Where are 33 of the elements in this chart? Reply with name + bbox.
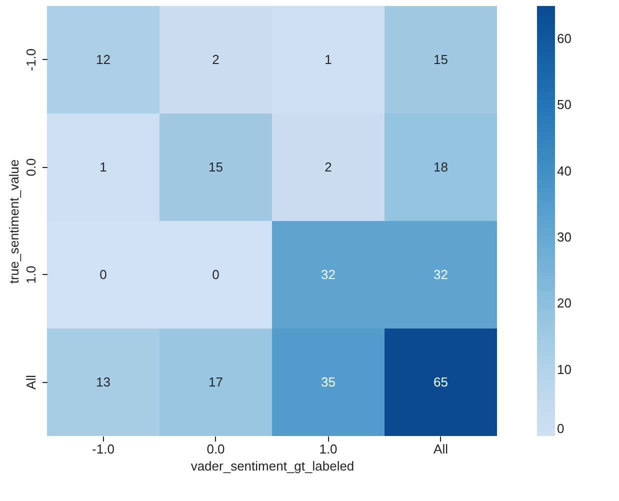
y-tick-label: -1.0 (24, 48, 38, 71)
data-label: 15 (434, 52, 448, 67)
data-label: 32 (434, 266, 448, 282)
color-bar-label: 60 (557, 31, 572, 46)
x-tick-label: All (434, 442, 448, 456)
data-label: 2 (212, 52, 220, 67)
data-label: 35 (321, 374, 336, 390)
y-tick-label: 1.0 (24, 266, 38, 284)
color-bar-label: 0 (557, 421, 564, 436)
data-label: 12 (96, 52, 110, 67)
color-bar-label: 50 (557, 97, 572, 112)
data-label: 0 (212, 266, 220, 282)
data-label: 17 (208, 374, 223, 390)
x-tick-label: -1.0 (92, 442, 114, 456)
data-label: 0 (100, 266, 107, 282)
x-tick-label: 0.0 (206, 442, 225, 456)
color-bar-label: 40 (557, 163, 572, 178)
data-label: 13 (96, 374, 110, 390)
color-bar-label: 10 (557, 362, 572, 377)
y-tick-label: All (24, 374, 38, 390)
color-bar-label: 20 (557, 296, 572, 311)
y-axis-title: true_sentiment_value (6, 159, 22, 284)
data-label: 1 (100, 159, 107, 174)
x-tick-label: 1.0 (319, 442, 338, 456)
y-tick-label: 0.0 (24, 158, 38, 176)
data-label: 2 (324, 159, 332, 174)
data-label: 15 (208, 159, 223, 174)
data-label: 1 (324, 52, 332, 67)
color-bar-label: 30 (557, 230, 572, 245)
data-label: 32 (321, 266, 336, 282)
data-label: 65 (434, 374, 448, 390)
data-label: 18 (434, 159, 448, 174)
x-axis-title: vader_sentiment_gt_labeled (190, 458, 354, 474)
